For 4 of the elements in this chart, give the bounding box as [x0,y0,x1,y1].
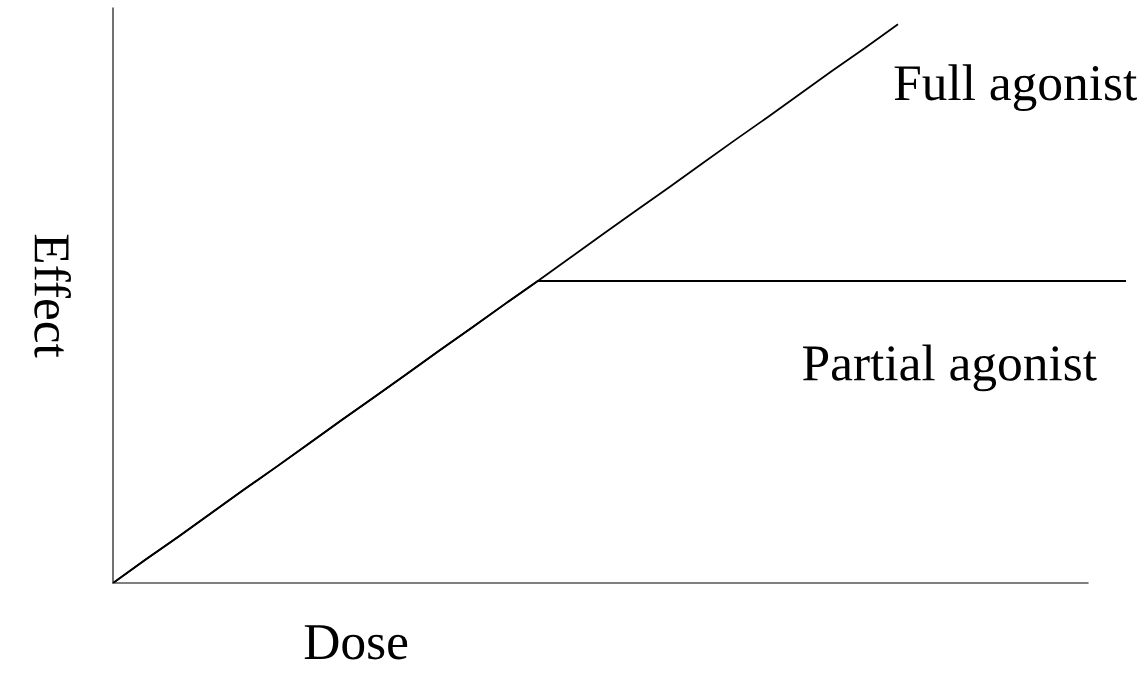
y-axis-title: Effect [34,234,71,358]
series-label: Partial agonist [803,344,1097,392]
x-axis-title: Dose [304,625,408,660]
series-label: Full agonist [894,64,1137,112]
